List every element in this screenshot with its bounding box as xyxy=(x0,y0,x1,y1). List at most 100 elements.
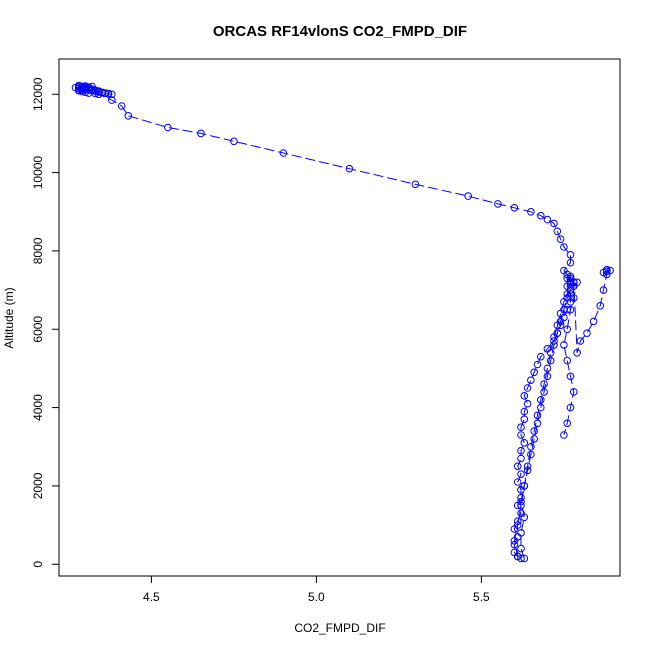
data-point xyxy=(94,87,103,95)
data-point xyxy=(527,443,535,451)
data-point xyxy=(513,521,522,529)
data-point xyxy=(556,235,565,243)
data-point xyxy=(566,251,575,259)
data-point xyxy=(98,88,106,97)
data-point xyxy=(576,337,585,345)
data-point xyxy=(550,219,558,228)
y-tick-label: 8000 xyxy=(31,237,45,264)
y-tick-label: 6000 xyxy=(31,316,45,343)
data-point xyxy=(517,497,525,506)
data-point xyxy=(560,298,568,306)
data-point xyxy=(101,89,109,97)
data-point xyxy=(573,278,581,287)
data-point xyxy=(566,258,575,267)
y-tick-label: 2000 xyxy=(31,472,45,499)
x-tick-label: 5.5 xyxy=(473,590,490,604)
data-point xyxy=(537,211,545,220)
data-point xyxy=(75,81,83,90)
data-point xyxy=(520,482,529,490)
data-point xyxy=(464,192,473,200)
data-point xyxy=(546,356,555,365)
data-point xyxy=(345,164,354,173)
data-point xyxy=(599,286,608,294)
data-point xyxy=(520,439,529,447)
data-point xyxy=(513,478,522,486)
data-point xyxy=(550,341,558,349)
data-point xyxy=(533,411,542,420)
x-axis: 4.5 5.0 5.5 xyxy=(143,575,490,604)
data-point xyxy=(537,352,545,361)
data-point xyxy=(523,462,532,471)
data-point xyxy=(517,544,525,553)
data-point xyxy=(566,372,575,381)
data-point xyxy=(546,349,555,357)
y-tick-label: 4000 xyxy=(31,394,45,421)
data-point xyxy=(108,96,116,104)
chart-title: ORCAS RF14vlonS CO2_FMPD_DIF xyxy=(213,23,467,40)
data-point xyxy=(510,537,519,545)
series-line xyxy=(75,85,576,559)
y-tick-label: 12000 xyxy=(31,77,45,111)
data-point xyxy=(583,329,591,338)
data-point xyxy=(533,360,542,369)
data-point xyxy=(494,200,502,208)
x-tick-label: 4.5 xyxy=(143,590,160,604)
data-point xyxy=(560,341,568,349)
data-point xyxy=(537,403,545,412)
data-point xyxy=(543,215,552,224)
data-point xyxy=(566,403,575,412)
series-layer xyxy=(71,81,614,563)
data-point xyxy=(543,364,552,373)
data-point xyxy=(553,227,562,236)
data-point xyxy=(573,349,581,357)
data-point xyxy=(517,423,525,432)
data-point xyxy=(603,265,611,274)
data-point xyxy=(520,415,529,424)
data-point xyxy=(606,266,614,275)
data-point xyxy=(84,83,93,91)
data-point xyxy=(520,407,529,416)
data-point xyxy=(563,325,572,334)
data-point xyxy=(279,149,288,157)
data-point xyxy=(540,388,548,396)
data-point xyxy=(563,356,572,365)
data-point xyxy=(560,243,568,251)
data-point xyxy=(517,454,525,463)
data-point xyxy=(527,450,535,459)
data-point xyxy=(197,129,205,138)
data-point xyxy=(570,294,578,302)
data-point xyxy=(589,317,598,326)
data-point xyxy=(523,399,532,408)
data-point xyxy=(533,419,542,428)
data-point xyxy=(530,368,539,377)
series-line xyxy=(513,281,578,557)
data-point xyxy=(513,462,522,471)
x-axis-label: CO2_FMPD_DIF xyxy=(294,621,385,635)
data-point xyxy=(517,501,525,510)
data-point xyxy=(411,180,420,189)
data-point xyxy=(517,470,525,479)
data-point xyxy=(164,123,172,132)
data-point xyxy=(517,431,525,439)
data-point xyxy=(523,384,532,392)
data-point xyxy=(117,102,126,110)
data-point xyxy=(596,302,605,310)
data-point xyxy=(517,529,525,537)
data-point xyxy=(527,376,535,385)
data-point xyxy=(566,305,575,314)
data-point xyxy=(553,321,562,330)
data-point xyxy=(517,446,525,455)
data-point xyxy=(543,372,552,381)
data-point xyxy=(563,419,572,428)
y-axis: 0 2000 4000 6000 8000 10000 12000 xyxy=(31,77,60,568)
data-point xyxy=(560,431,568,439)
x-tick-label: 5.0 xyxy=(308,590,325,604)
data-point xyxy=(540,380,548,388)
data-point xyxy=(530,435,539,443)
plot-frame xyxy=(58,58,621,577)
y-axis-label: Altitude (m) xyxy=(2,287,16,348)
y-tick-label: 10000 xyxy=(31,156,45,190)
data-point xyxy=(520,392,529,400)
data-point xyxy=(520,513,529,522)
